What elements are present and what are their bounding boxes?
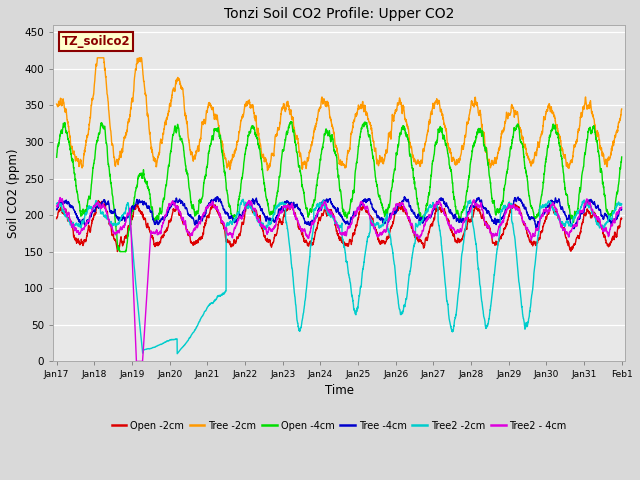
Y-axis label: Soil CO2 (ppm): Soil CO2 (ppm) (7, 148, 20, 238)
Title: Tonzi Soil CO2 Profile: Upper CO2: Tonzi Soil CO2 Profile: Upper CO2 (224, 7, 454, 21)
Text: TZ_soilco2: TZ_soilco2 (61, 35, 130, 48)
Legend: Open -2cm, Tree -2cm, Open -4cm, Tree -4cm, Tree2 -2cm, Tree2 - 4cm: Open -2cm, Tree -2cm, Open -4cm, Tree -4… (108, 417, 570, 434)
X-axis label: Time: Time (324, 384, 354, 396)
